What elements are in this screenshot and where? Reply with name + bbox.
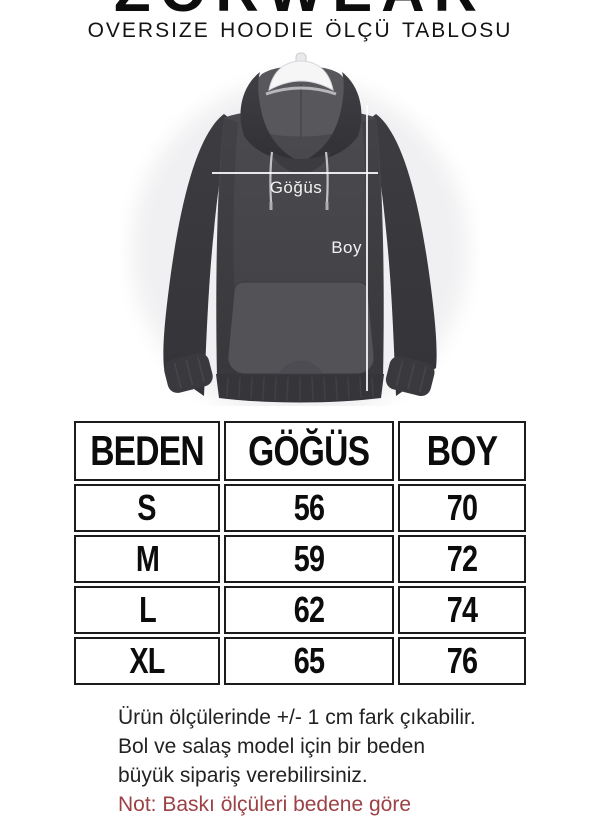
cell-size: M (73, 535, 221, 583)
page-title: OVERSIZE HOODIE ÖLÇÜ TABLOSU (87, 11, 513, 44)
collar-highlight (265, 86, 337, 96)
hem-ribbing (226, 376, 374, 402)
hood-roll-right (301, 72, 362, 162)
cell-size: S (73, 484, 221, 532)
length-label: Boy (331, 238, 362, 257)
header-boy: BOY (398, 421, 527, 481)
hanger-icon (268, 60, 334, 91)
hoodie-figure: Göğüs Boy (120, 50, 480, 406)
table-row: M 59 72 (73, 535, 527, 583)
note-line: Bol ve salaş model için bir beden (118, 735, 426, 758)
chest-label: Göğüs (270, 178, 323, 197)
hood-drape (270, 150, 332, 174)
drawstring-aglets (269, 202, 329, 210)
cell-size: L (73, 586, 221, 634)
cell-chest: 65 (224, 637, 395, 685)
note-line-red: Not: Baskı ölçüleri bedene göre (118, 793, 412, 816)
pocket-fold (278, 360, 324, 374)
table-row: XL 65 76 (73, 637, 527, 685)
drawstring-right (324, 151, 329, 203)
footnotes: Ürün ölçülerinde +/- 1 cm fark çıkabilir… (118, 703, 600, 819)
cell-chest: 62 (224, 586, 395, 634)
pocket (227, 281, 375, 375)
cell-length: 76 (398, 637, 527, 685)
hood-roll-left (240, 72, 301, 162)
table-row: S 56 70 (73, 484, 527, 532)
header-beden: BEDEN (73, 421, 221, 481)
table-header-row: BEDEN GÖĞÜS BOY (73, 421, 527, 481)
right-sleeve (368, 114, 437, 396)
left-sleeve (163, 114, 232, 396)
cell-chest: 59 (224, 535, 395, 583)
right-cuff (385, 356, 435, 396)
cell-chest: 56 (224, 484, 395, 532)
cell-length: 70 (398, 484, 527, 532)
note-line: büyük sipariş verebilirsiniz. (118, 764, 368, 787)
cell-length: 74 (398, 586, 527, 634)
drawstring-left (269, 151, 274, 203)
hoodie-illustration: Göğüs Boy (132, 52, 468, 406)
brand-cropped-text: ZORWEAR (0, 0, 600, 12)
cell-length: 72 (398, 535, 527, 583)
cell-size: XL (73, 637, 221, 685)
note-line: Ürün ölçülerinde +/- 1 cm fark çıkabilir… (118, 706, 476, 729)
table-row: L 62 74 (73, 586, 527, 634)
header-gogus: GÖĞÜS (224, 421, 395, 481)
left-cuff (164, 352, 213, 393)
size-table: BEDEN GÖĞÜS BOY S 56 70 M 59 72 L 62 74 … (70, 418, 530, 688)
